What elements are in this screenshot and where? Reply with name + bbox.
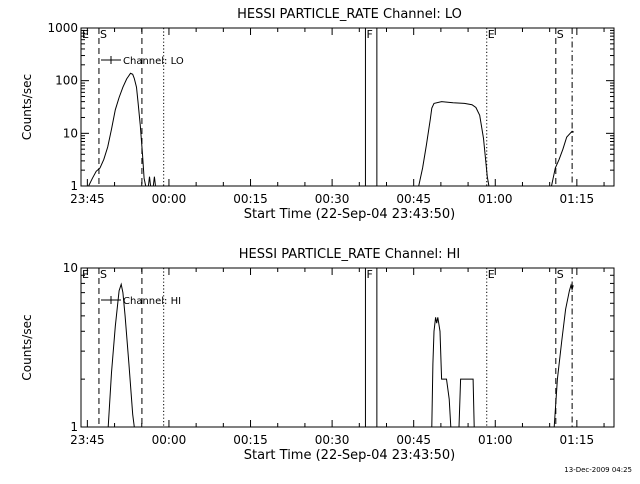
footer-timestamp: 13-Dec-2009 04:25 xyxy=(564,466,632,474)
marker-label: E xyxy=(82,268,89,281)
chart-title: HESSI PARTICLE_RATE Channel: LO xyxy=(237,7,462,22)
marker-label: E xyxy=(488,28,495,41)
marker-label: E xyxy=(82,28,89,41)
x-axis-label: Start Time (22-Sep-04 23:43:50) xyxy=(244,207,455,222)
plot-frame xyxy=(80,267,615,428)
x-tick-label: 01:15 xyxy=(560,192,595,206)
x-tick-label: 00:45 xyxy=(396,433,431,447)
y-axis-label: Counts/sec xyxy=(20,314,34,380)
x-tick-label: 00:15 xyxy=(233,433,268,447)
x-tick-label: 23:45 xyxy=(70,192,105,206)
x-tick-label: 00:45 xyxy=(396,192,431,206)
y-axis-label: Counts/sec xyxy=(20,74,34,140)
x-tick-label: 01:15 xyxy=(560,433,595,447)
series-line xyxy=(418,101,490,187)
x-tick-label: 00:00 xyxy=(152,433,187,447)
x-tick-label: 00:30 xyxy=(315,433,350,447)
series-line xyxy=(458,378,475,428)
series-line xyxy=(152,176,156,187)
marker-label: S xyxy=(100,268,107,281)
series-line xyxy=(553,283,574,428)
x-tick-label: 01:00 xyxy=(478,433,513,447)
x-axis-label: Start Time (22-Sep-04 23:43:50) xyxy=(244,448,455,463)
series-line xyxy=(551,130,575,187)
y-tick-label: 10 xyxy=(63,126,78,140)
panel-hi: HESSI PARTICLE_RATE Channel: HI 23:45 00:0… xyxy=(20,247,615,463)
y-tick-label: 1 xyxy=(70,179,78,193)
x-tick-label: 00:30 xyxy=(315,192,350,206)
series-line xyxy=(147,176,152,187)
marker-label: S xyxy=(557,28,564,41)
y-tick-label: 100 xyxy=(55,74,78,88)
y-tick-label: 10 xyxy=(63,261,78,275)
marker-label: E xyxy=(488,268,495,281)
marker-label: F xyxy=(366,268,372,281)
chart-title: HESSI PARTICLE_RATE Channel: HI xyxy=(239,247,460,262)
panel-lo: HESSI PARTICLE_RATE Channel: LO 23:45 00:0… xyxy=(20,7,615,222)
series-line xyxy=(88,72,147,187)
plot-frame xyxy=(80,27,615,187)
legend-label: Channel: HI xyxy=(123,296,181,307)
marker-label: S xyxy=(557,268,564,281)
series-line xyxy=(107,282,135,428)
legend-label: Channel: LO xyxy=(123,56,184,67)
marker-label: S xyxy=(100,28,107,41)
x-tick-label: 00:15 xyxy=(233,192,268,206)
series-line xyxy=(431,317,452,428)
y-tick-label: 1 xyxy=(70,420,78,434)
marker-label: F xyxy=(366,28,372,41)
x-tick-label: 00:00 xyxy=(152,192,187,206)
x-tick-label: 01:00 xyxy=(478,192,513,206)
y-tick-label: 1000 xyxy=(47,21,78,35)
x-tick-label: 23:45 xyxy=(70,433,105,447)
